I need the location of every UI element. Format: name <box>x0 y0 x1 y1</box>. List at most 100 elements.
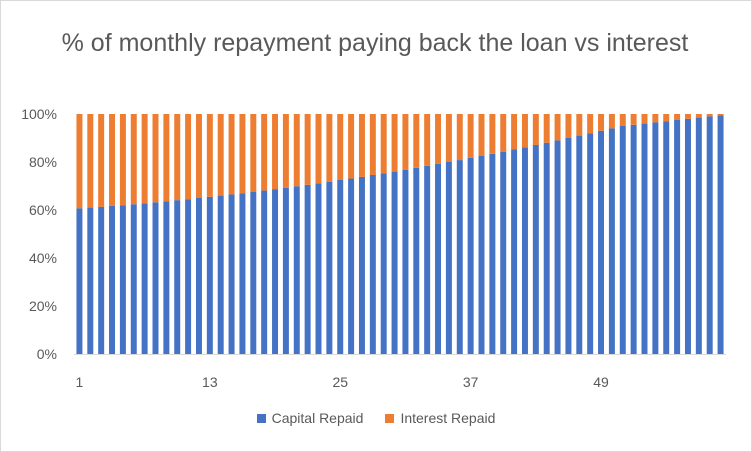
bar-capital <box>217 195 224 354</box>
bar-interest <box>706 114 713 117</box>
bar-interest <box>695 114 702 118</box>
bar-interest <box>293 114 300 187</box>
x-axis: 1 13 25 37 49 <box>74 354 726 390</box>
y-tick-label: 100% <box>21 106 57 122</box>
bar-interest <box>206 114 213 197</box>
bar-capital <box>424 165 431 354</box>
bar-capital <box>98 206 105 354</box>
bar-interest <box>87 114 94 208</box>
y-tick-label: 40% <box>29 250 57 266</box>
bar-interest <box>228 114 235 195</box>
bar-capital <box>500 151 507 354</box>
y-tick-label: 80% <box>29 154 57 170</box>
bar-capital <box>130 204 137 354</box>
bar-capital <box>206 196 213 354</box>
chart-title: % of monthly repayment paying back the l… <box>61 29 689 57</box>
bar-interest <box>195 114 202 198</box>
legend-item-capital: Capital Repaid <box>256 410 364 426</box>
bars <box>76 114 724 355</box>
bar-capital <box>163 201 170 354</box>
bar-capital <box>272 189 279 354</box>
bar-interest <box>98 114 105 207</box>
bar-interest <box>282 114 289 188</box>
bar-interest <box>413 114 420 168</box>
bar-interest <box>337 114 344 180</box>
bar-interest <box>467 114 474 158</box>
bar-capital <box>250 192 257 354</box>
bar-interest <box>717 114 724 116</box>
bar-interest <box>435 114 442 164</box>
bar-interest <box>684 114 691 119</box>
bar-capital <box>380 173 387 354</box>
bar-capital <box>358 176 365 354</box>
bar-interest <box>663 114 670 122</box>
bar-capital <box>76 208 83 354</box>
legend-item-interest: Interest Repaid <box>385 410 495 426</box>
bar-capital <box>630 124 637 354</box>
bar-interest <box>304 114 311 185</box>
bar-interest <box>174 114 181 201</box>
bar-interest <box>489 114 496 154</box>
bar-capital <box>445 162 452 354</box>
bar-interest <box>109 114 116 206</box>
legend-label-interest: Interest Repaid <box>400 410 496 426</box>
bar-interest <box>532 114 539 145</box>
bar-interest <box>272 114 279 190</box>
bar-interest <box>185 114 192 200</box>
bar-capital <box>402 169 409 354</box>
bar-capital <box>706 116 713 355</box>
bar-interest <box>250 114 257 192</box>
bar-capital <box>87 207 94 354</box>
bar-capital <box>489 153 496 354</box>
bar-capital <box>141 203 148 354</box>
bar-interest <box>402 114 409 170</box>
bar-interest <box>543 114 550 143</box>
bar-capital <box>293 186 300 354</box>
bar-interest <box>674 114 681 120</box>
bar-interest <box>521 114 528 148</box>
bar-capital <box>119 205 126 354</box>
bar-capital <box>195 198 202 354</box>
bar-interest <box>478 114 485 156</box>
y-tick-label: 60% <box>29 202 57 218</box>
bar-interest <box>130 114 137 205</box>
bar-capital <box>282 187 289 354</box>
x-tick-label: 37 <box>463 374 479 390</box>
legend-swatch-capital <box>256 413 266 423</box>
bar-capital <box>587 133 594 354</box>
bar-capital <box>674 120 681 354</box>
bar-interest <box>511 114 518 150</box>
bar-interest <box>380 114 387 174</box>
bar-capital <box>261 190 268 354</box>
bar-capital <box>369 174 376 354</box>
bar-capital <box>304 184 311 354</box>
bar-capital <box>684 118 691 354</box>
x-tick-label: 25 <box>332 374 348 390</box>
legend-label-capital: Capital Repaid <box>271 410 364 426</box>
bar-interest <box>217 114 224 196</box>
bar-interest <box>76 114 83 209</box>
y-tick-label: 20% <box>29 298 57 314</box>
legend-swatch-interest <box>385 413 395 423</box>
bar-capital <box>109 205 116 354</box>
bar-capital <box>652 122 659 355</box>
bar-interest <box>565 114 572 138</box>
bar-capital <box>554 140 561 354</box>
bar-interest <box>261 114 268 191</box>
bar-capital <box>435 163 442 354</box>
bar-interest <box>587 114 594 134</box>
bar-interest <box>456 114 463 161</box>
bar-interest <box>554 114 561 141</box>
y-tick-label: 0% <box>37 346 57 362</box>
bar-interest <box>500 114 507 152</box>
bar-capital <box>413 167 420 354</box>
bar-capital <box>619 126 626 354</box>
bar-capital <box>576 135 583 354</box>
bar-capital <box>663 121 670 354</box>
x-tick-label: 1 <box>76 374 84 390</box>
bar-interest <box>391 114 398 172</box>
bar-capital <box>185 199 192 354</box>
bar-interest <box>358 114 365 177</box>
bar-interest <box>326 114 333 182</box>
